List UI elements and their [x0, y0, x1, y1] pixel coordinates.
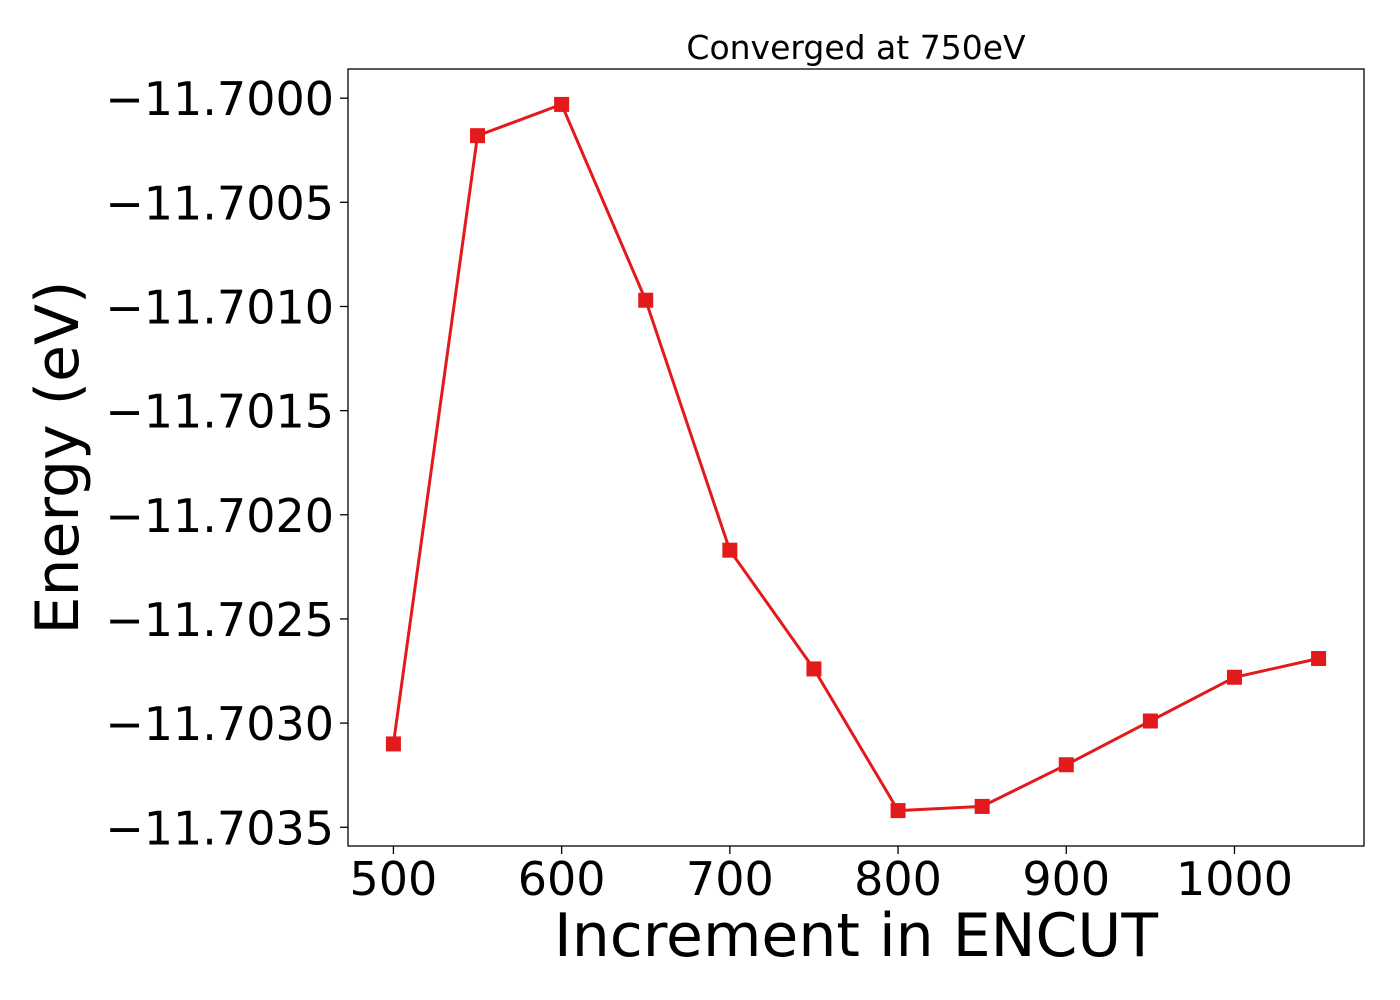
- series-layer: [385, 96, 1327, 819]
- x-tick-label: 800: [854, 852, 942, 906]
- data-point: [385, 736, 401, 752]
- data-point: [974, 798, 990, 814]
- data-point: [1142, 713, 1158, 729]
- data-point: [1311, 651, 1327, 667]
- series-line: [391, 102, 1319, 813]
- ticks-layer: 500 600 700 800 900 1000 −11.7035 −11.7030 −11.7…: [105, 72, 1293, 906]
- x-tick-label: 500: [350, 852, 438, 906]
- data-point: [806, 661, 822, 677]
- data-point: [890, 803, 906, 819]
- y-tick-label: −11.7000: [105, 72, 334, 126]
- y-tick-label: −11.7010: [105, 280, 334, 334]
- plot-frame: [347, 68, 1365, 847]
- data-point: [1226, 669, 1242, 685]
- y-axis-label: Energy (eV): [23, 281, 93, 635]
- data-point: [470, 128, 486, 144]
- x-axis-label: Increment in ENCUT: [554, 901, 1158, 971]
- y-tick-label: −11.7035: [105, 801, 334, 855]
- y-tick-label: −11.7005: [105, 176, 334, 230]
- x-tick-label: 1000: [1176, 852, 1293, 906]
- data-point: [722, 542, 738, 558]
- data-point: [638, 292, 654, 308]
- y-tick-label: −11.7015: [105, 385, 334, 439]
- data-point: [554, 96, 570, 112]
- data-point: [1058, 757, 1074, 773]
- chart-title: Converged at 750eV: [686, 28, 1026, 67]
- y-tick-label: −11.7025: [105, 593, 334, 647]
- x-tick-label: 900: [1022, 852, 1110, 906]
- y-tick-label: −11.7030: [105, 697, 334, 751]
- x-tick-label: 600: [518, 852, 606, 906]
- y-tick-label: −11.7020: [105, 489, 334, 543]
- x-tick-label: 700: [686, 852, 774, 906]
